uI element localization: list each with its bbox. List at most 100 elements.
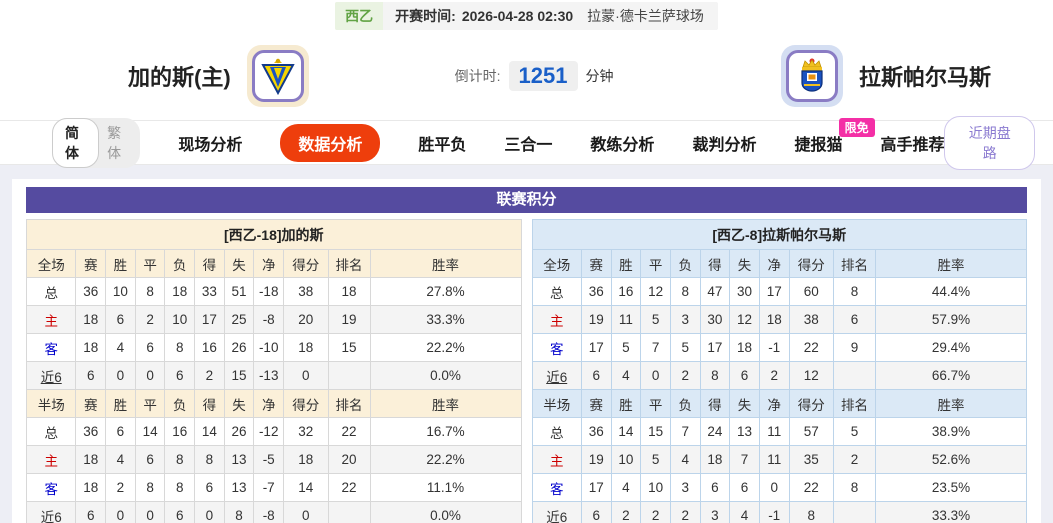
column-header: 全场 xyxy=(25,249,77,278)
nav-tab-现场分析[interactable]: 现场分析 xyxy=(178,136,243,154)
column-header: 得 xyxy=(699,389,731,418)
row-label[interactable]: 近6 xyxy=(25,361,77,390)
lang-traditional-button[interactable]: 繁体 xyxy=(107,124,122,161)
column-header: 净 xyxy=(253,249,285,278)
nav-tab-教练分析[interactable]: 教练分析 xyxy=(590,136,655,154)
table-row: 总 36 10 8 18 33 51 -18 38 18 27.8% xyxy=(25,277,522,306)
home-team-logo xyxy=(246,45,309,107)
stat-cell: 19 xyxy=(580,445,612,474)
column-header: 得分 xyxy=(788,389,835,418)
stat-cell: 8 xyxy=(164,445,196,474)
column-header: 失 xyxy=(223,389,255,418)
nav-tab-数据分析[interactable]: 数据分析 xyxy=(280,123,381,162)
table-row: 近6 6 4 0 2 8 6 2 12 66.7% xyxy=(531,361,1027,390)
stat-cell: 57 xyxy=(788,417,835,446)
stat-cell: 10 xyxy=(640,473,671,502)
column-header: 负 xyxy=(669,249,701,278)
stat-cell: 29.4% xyxy=(875,333,1027,362)
stat-cell: 12 xyxy=(729,305,760,334)
row-label: 主 xyxy=(531,305,582,334)
stat-cell: 26 xyxy=(223,417,255,446)
table-row: 主 18 6 2 10 17 25 -8 20 19 33.3% xyxy=(25,305,522,334)
stat-cell: 15 xyxy=(327,333,371,362)
table-row: 客 17 4 10 3 6 6 0 22 8 23.5% xyxy=(531,473,1027,502)
stat-cell: 16 xyxy=(194,333,225,362)
row-label: 总 xyxy=(531,417,582,446)
stat-cell: 12 xyxy=(788,361,835,390)
stat-cell: 8 xyxy=(669,277,701,306)
nav-tab-高手推荐[interactable]: 高手推荐 xyxy=(880,136,945,154)
stat-cell: 38 xyxy=(283,277,329,306)
stat-cell: 22 xyxy=(327,473,371,502)
nav-bar: 简体 繁体 现场分析 数据分析 胜平负 三合一 教练分析 裁判分析 捷报猫 限免 高手推荐 近期… xyxy=(0,115,1053,170)
stat-cell: 0 xyxy=(134,501,166,523)
countdown-block: 倒计时: 1251 分钟 xyxy=(455,61,614,91)
stat-cell: 33.3% xyxy=(369,305,522,334)
column-header: 全场 xyxy=(531,249,582,278)
stat-cell: 22.2% xyxy=(369,333,522,362)
nav-tab-三合一[interactable]: 三合一 xyxy=(504,136,553,154)
stat-cell: 3 xyxy=(699,501,731,523)
kickoff-time-value: 2026-04-28 02:30 xyxy=(461,8,574,24)
column-header: 排名 xyxy=(833,249,877,278)
kickoff-info-pill: 西乙 开赛时间: 2026-04-28 02:30 拉蒙·德卡兰萨球场 xyxy=(335,2,718,30)
stat-cell: 57.9% xyxy=(875,305,1027,334)
recent-odds-button[interactable]: 近期盘路 xyxy=(944,115,1035,170)
table-row: 近6 6 2 2 2 3 4 -1 8 33.3% xyxy=(531,501,1027,523)
stat-cell: 0 xyxy=(640,361,671,390)
stat-cell: 15 xyxy=(223,361,255,390)
column-header: 得分 xyxy=(283,249,329,278)
stat-cell: 36 xyxy=(580,277,612,306)
stat-cell: -7 xyxy=(253,473,285,502)
column-header: 净 xyxy=(253,389,285,418)
stat-cell: 47 xyxy=(699,277,731,306)
stat-cell: 4 xyxy=(729,501,760,523)
stat-cell: 30 xyxy=(699,305,731,334)
stat-cell xyxy=(833,501,877,523)
stat-cell: 17 xyxy=(758,277,790,306)
row-label[interactable]: 近6 xyxy=(25,501,77,523)
away-team-name: 拉斯帕尔马斯 xyxy=(858,65,991,90)
stat-cell: 19 xyxy=(580,305,612,334)
column-header: 赛 xyxy=(75,249,107,278)
nav-tab-胜平负[interactable]: 胜平负 xyxy=(418,136,467,154)
stat-cell: 7 xyxy=(640,333,671,362)
stat-cell: 2 xyxy=(669,501,701,523)
stat-cell: 32 xyxy=(283,417,329,446)
las-palmas-crest-icon xyxy=(785,50,838,102)
stat-cell: 60 xyxy=(788,277,835,306)
stat-cell: 6 xyxy=(134,333,166,362)
stat-cell: -18 xyxy=(253,277,285,306)
stat-cell: 16 xyxy=(164,417,196,446)
stat-cell: 13 xyxy=(223,473,255,502)
limited-free-badge: 限免 xyxy=(838,117,875,137)
stat-cell: 15 xyxy=(640,417,671,446)
stat-cell: 8 xyxy=(223,501,255,523)
stat-cell: 0 xyxy=(105,361,136,390)
home-team-block: 加的斯(主) xyxy=(128,45,309,107)
table-row: 近6 6 0 0 6 0 8 -8 0 0.0% xyxy=(25,501,522,523)
table-row: 客 18 4 6 8 16 26 -10 18 15 22.2% xyxy=(25,333,522,362)
lang-simplified-button[interactable]: 简体 xyxy=(52,117,100,168)
match-header: 加的斯(主) 倒计时: 1251 分钟 xyxy=(0,32,1053,120)
row-label[interactable]: 近6 xyxy=(531,501,582,523)
column-header: 赛 xyxy=(580,389,612,418)
stat-cell: 2 xyxy=(610,501,642,523)
stat-cell: 24 xyxy=(699,417,731,446)
stat-cell: 38 xyxy=(788,305,835,334)
stat-cell: 2 xyxy=(105,473,136,502)
row-label[interactable]: 近6 xyxy=(531,361,582,390)
stat-cell: 22 xyxy=(788,333,835,362)
table-row: 总 36 14 15 7 24 13 11 57 5 38.9% xyxy=(531,417,1027,446)
stat-cell: 17 xyxy=(580,473,612,502)
stat-cell: 30 xyxy=(729,277,760,306)
stat-cell: -12 xyxy=(253,417,285,446)
table-row: 主 19 11 5 3 30 12 18 38 6 57.9% xyxy=(531,305,1027,334)
nav-tab-捷报猫[interactable]: 捷报猫 限免 xyxy=(794,117,875,155)
away-team-stats-table: [西乙-8]拉斯帕尔马斯 全场赛胜平负得失净得分 排名 胜率总 36 16 12 8 47 30 1… xyxy=(531,219,1027,523)
stat-cell: 4 xyxy=(610,361,642,390)
stat-cell: 20 xyxy=(327,445,371,474)
stat-cell: 2 xyxy=(134,305,166,334)
stat-cell: 8 xyxy=(164,473,196,502)
nav-tab-裁判分析[interactable]: 裁判分析 xyxy=(692,136,757,154)
